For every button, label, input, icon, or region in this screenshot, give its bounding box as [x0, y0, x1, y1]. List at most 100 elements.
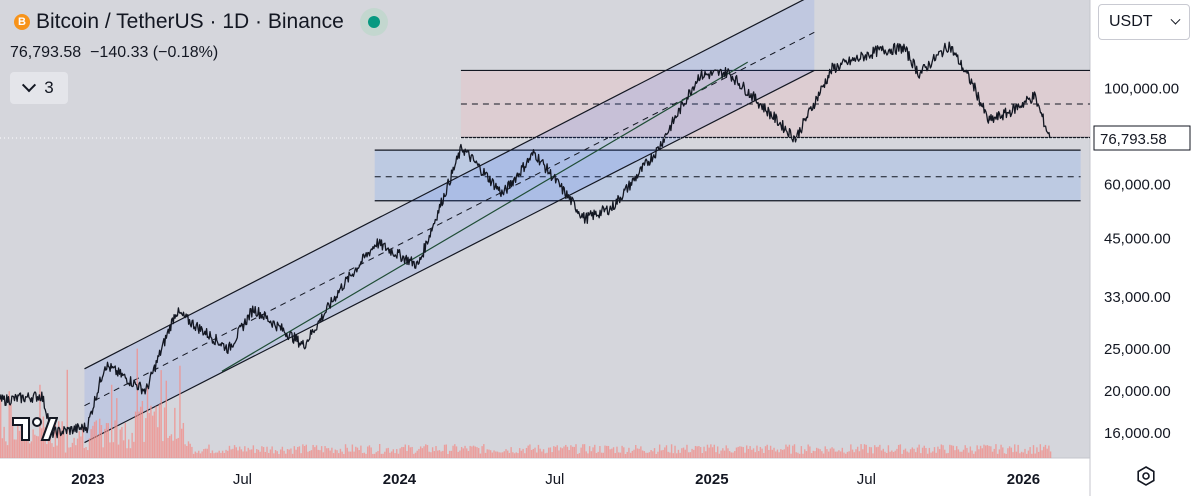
volume-bar [15, 439, 17, 458]
volume-bar [626, 451, 628, 458]
indicators-toggle-button[interactable]: 3 [10, 72, 68, 104]
volume-bar [418, 448, 420, 458]
volume-bar [71, 442, 74, 458]
time-tick-label: 2025 [695, 471, 728, 488]
volume-bar [667, 451, 669, 458]
volume-bar [776, 449, 779, 458]
volume-bar [872, 453, 874, 458]
volume-bar [167, 437, 169, 458]
volume-bar [373, 453, 376, 458]
volume-bar [155, 406, 157, 458]
volume-bar [450, 450, 453, 458]
volume-bar [365, 453, 367, 458]
volume-bar [394, 453, 396, 458]
volume-bar [452, 445, 454, 458]
volume-bar [283, 450, 285, 458]
volume-bar [587, 453, 589, 458]
volume-bar [536, 452, 538, 458]
volume-bar [858, 451, 861, 458]
volume-bar [706, 444, 709, 458]
volume-bar [778, 452, 780, 458]
volume-bar [686, 444, 688, 458]
volume-bar [75, 445, 77, 458]
volume-bar [305, 444, 307, 458]
volume-bar [512, 452, 514, 458]
lower-range-fill [374, 150, 1081, 201]
volume-bar [163, 407, 166, 458]
volume-bar [949, 444, 951, 458]
volume-bar [145, 418, 147, 458]
market-status-indicator[interactable] [359, 8, 388, 36]
last-price-box [1093, 125, 1191, 151]
volume-bar [983, 444, 985, 458]
volume-bar [682, 447, 685, 458]
price-change: −140.33 (−0.18%) [90, 44, 219, 61]
volume-bar [126, 448, 128, 458]
volume-bar [1039, 444, 1042, 458]
volume-bar [223, 452, 226, 458]
volume-bar [510, 447, 512, 458]
volume-bar [606, 445, 608, 458]
volume-bar [215, 452, 217, 458]
currency-selector[interactable]: USDT [1098, 4, 1190, 40]
channel-fill [84, 0, 815, 443]
bitcoin-icon: B [14, 14, 30, 30]
volume-bar [399, 448, 401, 458]
volume-bar [998, 449, 1001, 458]
volume-bar [759, 446, 762, 458]
volume-bar [438, 450, 441, 458]
volume-bar [549, 447, 552, 458]
volume-bar [594, 444, 596, 458]
volume-bar [80, 436, 82, 458]
volume-bar [489, 450, 492, 458]
price-tick-label: 33,000.00 [1104, 289, 1171, 306]
volume-bar [793, 444, 796, 458]
volume-bar [541, 451, 543, 458]
volume-bar [973, 453, 975, 458]
symbol-header[interactable]: B Bitcoin / TetherUS · 1D · Binance [14, 8, 388, 36]
volume-bar [303, 446, 306, 458]
volume-bar [710, 444, 712, 458]
volume-bar [833, 448, 835, 458]
volume-bar [687, 452, 690, 458]
volume-bar [408, 445, 410, 458]
volume-bar [286, 449, 289, 458]
volume-bar [696, 446, 698, 458]
volume-bar [802, 453, 804, 458]
volume-bar [90, 429, 92, 458]
volume-bar [17, 422, 19, 458]
volume-bar [281, 446, 284, 458]
price-tick-label: 25,000.00 [1104, 341, 1171, 358]
volume-bar [730, 452, 733, 458]
volume-bar [187, 441, 190, 458]
volume-bar [382, 453, 384, 458]
volume-bar [344, 444, 347, 458]
volume-bar [245, 451, 248, 458]
volume-bar [734, 451, 736, 458]
price-series-line [0, 41, 1051, 439]
volume-bar [162, 441, 164, 458]
volume-bar [66, 369, 68, 458]
volume-bar [349, 451, 352, 458]
volume-bar [891, 450, 893, 458]
volume-bar [209, 453, 212, 458]
volume-bar [484, 452, 487, 458]
volume-bar [37, 436, 39, 458]
volume-bar [348, 451, 350, 458]
volume-bar [617, 452, 620, 458]
volume-bar [232, 448, 234, 458]
price-tick-label: 45,000.00 [1104, 230, 1171, 247]
volume-bar [110, 384, 113, 458]
volume-bar [483, 444, 485, 458]
volume-bar [1007, 448, 1009, 458]
settings-icon[interactable] [1136, 466, 1156, 486]
volume-bar [278, 453, 280, 458]
volume-bar [614, 453, 616, 458]
volume-bar [170, 434, 173, 458]
volume-bar [83, 448, 86, 458]
volume-bar [191, 446, 193, 458]
volume-bar [524, 453, 526, 458]
last-price-label: 76,793.58 [1100, 131, 1167, 148]
volume-bar [894, 450, 896, 458]
